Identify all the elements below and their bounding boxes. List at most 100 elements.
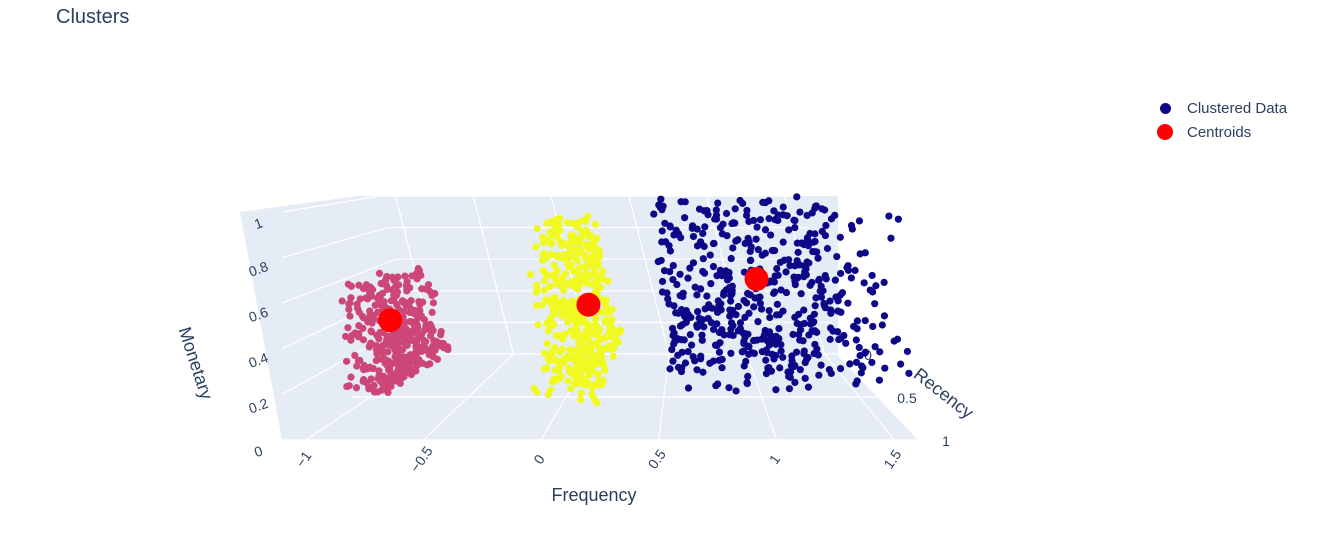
data-point bbox=[850, 322, 858, 331]
data-point bbox=[389, 274, 397, 283]
data-point bbox=[540, 365, 549, 373]
data-point bbox=[677, 198, 685, 206]
data-point bbox=[547, 313, 555, 322]
data-point bbox=[772, 351, 780, 360]
data-point bbox=[598, 267, 607, 275]
data-point bbox=[699, 255, 707, 263]
data-point bbox=[557, 238, 565, 247]
data-point bbox=[851, 266, 859, 275]
data-point bbox=[583, 273, 591, 281]
data-point bbox=[684, 274, 692, 282]
data-point bbox=[788, 352, 796, 360]
data-point bbox=[836, 233, 844, 241]
data-point bbox=[831, 276, 839, 284]
data-point bbox=[747, 256, 755, 264]
data-point bbox=[707, 280, 715, 288]
data-point bbox=[771, 288, 779, 296]
legend-item-clustered-data[interactable]: Clustered Data bbox=[1155, 96, 1287, 120]
data-point bbox=[608, 333, 617, 341]
data-point bbox=[412, 326, 420, 334]
data-point bbox=[600, 334, 609, 342]
data-point bbox=[775, 324, 783, 333]
data-point bbox=[790, 216, 798, 224]
data-point bbox=[861, 316, 869, 325]
data-point bbox=[772, 386, 780, 394]
data-point bbox=[726, 306, 734, 314]
data-point bbox=[379, 347, 387, 355]
data-point bbox=[806, 314, 814, 322]
data-point bbox=[547, 250, 555, 258]
data-point bbox=[796, 208, 804, 216]
data-point bbox=[756, 216, 764, 224]
data-point bbox=[785, 385, 794, 393]
data-point bbox=[766, 313, 774, 322]
data-point bbox=[538, 301, 547, 309]
data-point bbox=[794, 248, 802, 256]
data-point bbox=[347, 294, 355, 302]
data-point bbox=[868, 358, 876, 367]
data-point bbox=[814, 351, 822, 359]
data-point bbox=[592, 321, 600, 330]
data-point bbox=[551, 271, 559, 279]
data-point bbox=[393, 353, 402, 361]
data-point bbox=[837, 269, 845, 278]
data-point bbox=[559, 335, 567, 343]
data-point bbox=[394, 341, 402, 349]
data-point bbox=[761, 249, 769, 257]
centroid-point bbox=[576, 292, 601, 317]
data-point bbox=[591, 220, 599, 228]
data-point bbox=[407, 297, 415, 305]
data-point bbox=[382, 359, 390, 368]
data-point bbox=[719, 291, 728, 299]
grid-line-z-side bbox=[281, 258, 397, 304]
data-point bbox=[856, 250, 864, 258]
data-point bbox=[734, 327, 743, 335]
data-point bbox=[581, 263, 589, 271]
data-point bbox=[853, 377, 861, 385]
data-point bbox=[677, 234, 685, 242]
data-point bbox=[713, 308, 722, 316]
data-point bbox=[695, 205, 704, 213]
data-point bbox=[377, 300, 385, 309]
data-point bbox=[391, 375, 399, 383]
legend-item-centroids[interactable]: Centroids bbox=[1155, 120, 1287, 144]
data-point bbox=[722, 271, 730, 279]
data-point bbox=[709, 325, 718, 334]
data-point bbox=[811, 302, 819, 310]
data-point bbox=[826, 297, 834, 305]
data-point bbox=[762, 356, 770, 364]
data-point bbox=[725, 331, 734, 339]
data-point bbox=[400, 307, 409, 315]
data-point bbox=[676, 322, 685, 330]
z-axis-title: Monetary bbox=[175, 324, 217, 402]
data-point bbox=[693, 242, 702, 250]
data-point bbox=[666, 222, 674, 230]
data-point bbox=[557, 300, 565, 309]
data-point bbox=[718, 364, 726, 372]
data-point bbox=[822, 221, 830, 230]
data-point bbox=[770, 338, 778, 346]
data-point bbox=[656, 203, 664, 212]
data-point bbox=[402, 301, 410, 309]
data-point bbox=[597, 283, 605, 292]
data-point bbox=[857, 369, 865, 377]
z-tick-label: 0.2 bbox=[246, 395, 270, 417]
data-point bbox=[860, 279, 868, 287]
data-point bbox=[572, 377, 581, 385]
data-point bbox=[666, 365, 674, 373]
data-point bbox=[804, 353, 812, 362]
data-point bbox=[570, 236, 578, 244]
data-point bbox=[715, 328, 723, 337]
data-point bbox=[812, 294, 820, 302]
data-point bbox=[800, 347, 808, 355]
data-point bbox=[425, 350, 433, 359]
data-point bbox=[803, 258, 811, 266]
data-point bbox=[698, 336, 706, 344]
data-point bbox=[412, 353, 420, 361]
data-point bbox=[695, 314, 704, 323]
data-point bbox=[375, 269, 384, 277]
data-point bbox=[351, 351, 359, 360]
data-point bbox=[681, 214, 689, 222]
data-point bbox=[689, 259, 698, 267]
